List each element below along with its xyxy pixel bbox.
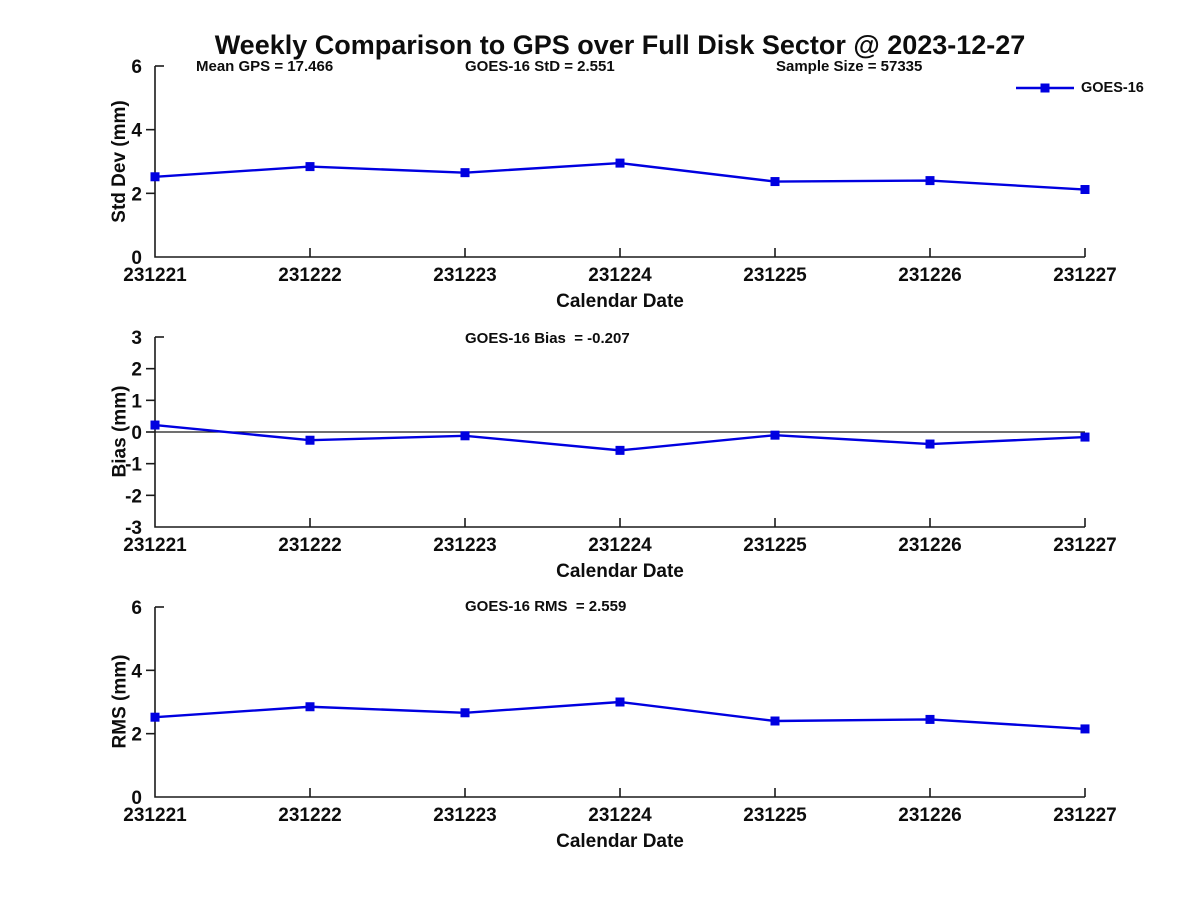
y-tick-label: 3 (131, 328, 142, 349)
y-tick-label: 6 (131, 57, 142, 78)
y-tick-label: 4 (131, 121, 142, 142)
legend-marker (1040, 83, 1050, 93)
annotation-goes16-rms: GOES-16 RMS = 2.559 (465, 598, 627, 615)
x-tick-label: 231221 (123, 535, 187, 556)
x-tick-label: 231225 (743, 265, 807, 286)
data-point-231226 (925, 714, 935, 724)
x-tick-label: 231224 (588, 535, 652, 556)
xlabel-bias: Calendar Date (556, 561, 684, 582)
y-tick-label: 2 (131, 725, 142, 746)
data-point-231227 (1080, 724, 1090, 734)
x-tick-label: 231226 (898, 265, 961, 286)
y-tick-label: 2 (131, 184, 142, 205)
xlabel-rms: Calendar Date (556, 831, 684, 852)
y-tick-label: -2 (125, 486, 142, 507)
data-point-231224 (615, 158, 625, 168)
data-point-231223 (460, 708, 470, 718)
x-tick-label: 231221 (123, 265, 187, 286)
data-point-231224 (615, 697, 625, 707)
legend-label-goes16: GOES-16 (1081, 80, 1144, 96)
data-point-231227 (1080, 432, 1090, 442)
data-point-231226 (925, 439, 935, 449)
x-tick-label: 231225 (743, 535, 807, 556)
data-point-231223 (460, 431, 470, 441)
x-tick-label: 231221 (123, 805, 187, 826)
y-tick-label: 1 (131, 391, 142, 412)
x-tick-label: 231222 (278, 535, 341, 556)
data-point-231222 (305, 702, 315, 712)
annotation-mean-gps: Mean GPS = 17.466 (196, 58, 334, 75)
x-tick-label: 231222 (278, 805, 341, 826)
x-tick-label: 231224 (588, 805, 652, 826)
data-point-231227 (1080, 185, 1090, 195)
xlabel-std-dev: Calendar Date (556, 291, 684, 312)
x-tick-label: 231223 (433, 265, 496, 286)
x-tick-label: 231227 (1053, 265, 1116, 286)
data-point-231225 (770, 430, 780, 440)
x-tick-label: 231227 (1053, 805, 1116, 826)
x-tick-label: 231225 (743, 805, 807, 826)
y-tick-label: 4 (131, 661, 142, 682)
figure-title: Weekly Comparison to GPS over Full Disk … (214, 30, 1026, 60)
y-tick-label: 0 (131, 248, 142, 269)
data-point-231226 (925, 176, 935, 186)
x-tick-label: 231222 (278, 265, 341, 286)
data-point-231222 (305, 435, 315, 445)
y-tick-label: 0 (131, 788, 142, 809)
y-tick-label: 2 (131, 360, 142, 381)
annotation-goes16-bias: GOES-16 Bias = -0.207 (465, 330, 630, 347)
data-point-231221 (150, 420, 160, 430)
x-tick-label: 231223 (433, 805, 496, 826)
x-tick-label: 231224 (588, 265, 652, 286)
y-tick-label: 0 (131, 423, 142, 444)
data-point-231222 (305, 162, 315, 172)
x-tick-label: 231227 (1053, 535, 1116, 556)
annotation-sample-size: Sample Size = 57335 (776, 58, 923, 75)
y-tick-label: -1 (125, 455, 142, 476)
x-tick-label: 231226 (898, 535, 961, 556)
data-point-231223 (460, 168, 470, 178)
y-tick-label: -3 (125, 518, 142, 539)
x-tick-label: 231223 (433, 535, 496, 556)
data-point-231224 (615, 445, 625, 455)
x-tick-label: 231226 (898, 805, 961, 826)
data-point-231221 (150, 172, 160, 182)
data-point-231225 (770, 716, 780, 726)
data-point-231225 (770, 177, 780, 187)
data-point-231221 (150, 712, 160, 722)
annotation-goes16-std: GOES-16 StD = 2.551 (465, 58, 615, 75)
y-tick-label: 6 (131, 598, 142, 619)
